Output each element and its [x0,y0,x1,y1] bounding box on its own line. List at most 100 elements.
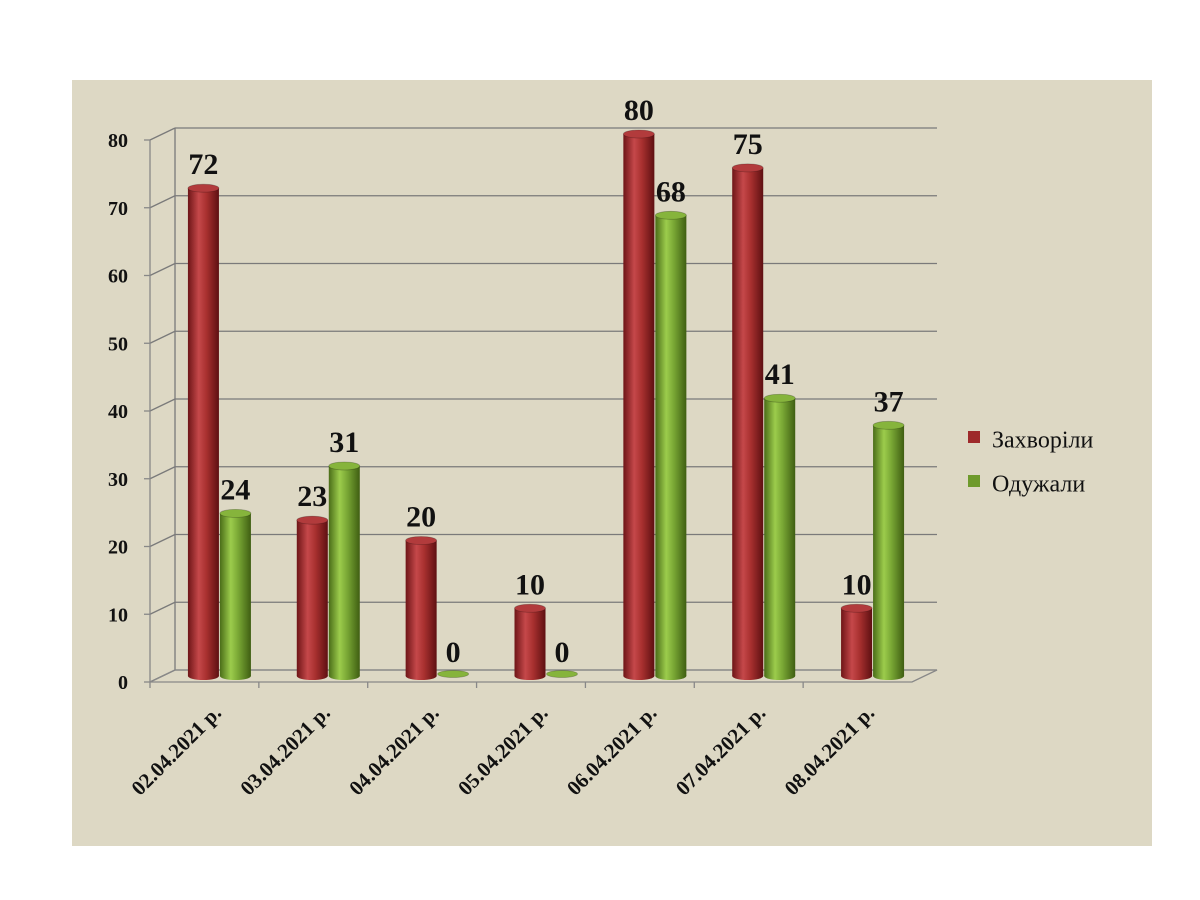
bar-base [764,672,796,680]
bar-body [623,134,655,676]
bar-body [514,608,546,676]
bar-zakhvorily [405,536,438,680]
legend-label: Захворіли [992,428,1093,454]
bar-top [405,536,438,545]
grid-line-side [149,262,176,277]
bar-oduzhaly [219,509,252,680]
data-label: 0 [555,636,570,669]
bar-body [187,188,219,676]
axes: 0 10 20 30 40 50 60 70 80 02.04.2021 р. 03.04.2021… [108,130,938,800]
data-label: 37 [874,385,904,418]
grid-line-side [149,195,176,209]
bar-top [546,670,578,678]
bar-top [296,515,329,525]
bar-top [763,393,796,403]
grid-line-side [149,330,176,344]
y-tick-label: 30 [108,469,128,491]
bars [187,129,905,680]
bar-base [623,672,655,680]
bar-top [622,129,655,139]
data-label: 31 [329,426,359,459]
data-label: 10 [842,568,872,601]
bar-body [328,465,360,676]
y-tick-label: 0 [118,672,128,694]
legend: Захворіли Одужали [968,428,1093,498]
x-tick-label: 07.04.2021 р. [671,701,770,800]
grid-line-side [149,533,176,548]
bar-oduzhaly [654,210,687,680]
bar-base [514,672,546,680]
bar-body [219,513,251,676]
bar-zakhvorily [622,129,655,680]
bar-zakhvorily [187,183,220,680]
bar-top [731,163,764,173]
y-tick-label: 50 [108,333,128,355]
bar-base [655,672,687,680]
y-tick-label: 10 [108,604,128,626]
bar-top [437,670,470,678]
bar-base [841,672,873,680]
x-tick-label: 05.04.2021 р. [453,701,552,800]
bar-body [296,520,328,676]
x-tick-label: 04.04.2021 р. [344,701,443,800]
bar-oduzhaly [546,670,578,678]
bar-body [405,540,437,676]
bar-oduzhaly [328,461,361,680]
data-label: 75 [733,128,763,161]
legend-item: Одужали [968,472,1085,498]
chart-panel [72,80,1152,846]
bar-body [841,608,873,676]
grid-line-side [149,466,176,480]
bar-body [655,215,687,677]
bar-body [764,398,796,676]
bar-top [872,420,905,430]
bar-base [187,672,219,680]
legend-swatch [968,431,980,443]
y-tick-label: 80 [108,130,128,152]
x-tick-label: 02.04.2021 р. [126,701,225,800]
bar-body [732,167,764,676]
grid-line-side [149,601,176,615]
grid-line-side [149,398,176,412]
y-tick-label: 70 [108,198,128,220]
data-label: 80 [624,94,654,127]
bar-oduzhaly [763,393,796,680]
data-label: 68 [656,175,686,208]
bar-oduzhaly [437,670,470,678]
bar-top [219,509,252,518]
data-label: 10 [515,568,545,601]
x-tick-label: 08.04.2021 р. [780,701,879,800]
legend-swatch [968,475,980,487]
bar-base [296,672,328,680]
bar-zakhvorily [840,603,873,680]
data-label: 24 [220,473,250,506]
bar-top [654,210,687,220]
bar-base [219,672,251,680]
data-label: 0 [446,636,461,669]
bar-top [187,183,220,193]
data-label: 20 [406,501,436,534]
data-label: 23 [297,480,327,513]
bar-zakhvorily [731,163,764,680]
bar-top [840,603,873,613]
y-tick-label: 40 [108,401,128,423]
legend-item: Захворіли [968,428,1093,454]
bar-top [328,461,361,471]
y-tick-label: 20 [108,537,128,559]
y-tick-label: 60 [108,266,128,288]
bar-oduzhaly [872,420,905,680]
bar-top [514,603,546,613]
data-label: 41 [765,358,795,391]
bar-zakhvorily [296,515,329,680]
legend-label: Одужали [992,472,1085,498]
x-tick-label: 06.04.2021 р. [562,701,661,800]
bar-base [732,672,764,680]
bar-base [405,672,437,680]
bar-base [873,672,905,680]
grid-line-side [149,127,176,141]
bar-zakhvorily [514,603,546,680]
floor [149,669,938,683]
x-tick-label: 03.04.2021 р. [235,701,334,800]
